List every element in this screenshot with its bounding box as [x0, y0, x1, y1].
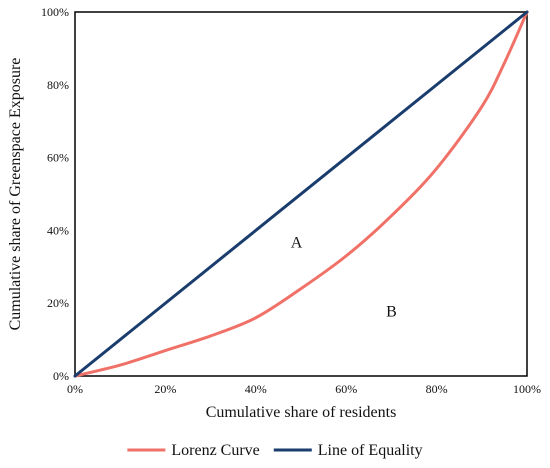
- y-tick-label: 60%: [47, 151, 69, 165]
- y-tick-label: 100%: [41, 5, 69, 19]
- series-line-line-of-equality: [73, 10, 529, 378]
- y-axis-title: Cumulative share of Greenspace Exposure: [7, 58, 24, 331]
- series-layer: [73, 10, 529, 378]
- x-tick-label: 20%: [154, 382, 176, 396]
- x-tick-label: 100%: [513, 382, 541, 396]
- legend-label-line-of-equality: Line of Equality: [318, 442, 423, 459]
- y-tick-label: 0%: [53, 369, 69, 383]
- x-tick-label: 60%: [335, 382, 357, 396]
- x-tick-label: 40%: [245, 382, 267, 396]
- series-line-lorenz-curve: [73, 10, 529, 378]
- y-tick-label: 20%: [47, 296, 69, 310]
- region-label-a: A: [291, 234, 303, 251]
- region-label-b: B: [386, 303, 397, 320]
- x-axis-title: Cumulative share of residents: [206, 404, 397, 421]
- y-tick-label: 40%: [47, 223, 69, 237]
- x-axis-ticks: 0% 20% 40% 60% 80% 100%: [67, 382, 541, 396]
- legend: Lorenz Curve Line of Equality: [127, 442, 423, 459]
- y-tick-label: 80%: [47, 78, 69, 92]
- annotations: AB: [291, 234, 397, 320]
- plot-area-frame: [74, 11, 528, 377]
- x-tick-label: 80%: [426, 382, 448, 396]
- x-tick-label: 0%: [67, 382, 83, 396]
- y-axis-ticks: 0% 20% 40% 60% 80% 100%: [41, 5, 69, 383]
- legend-label-lorenz-curve: Lorenz Curve: [171, 442, 259, 459]
